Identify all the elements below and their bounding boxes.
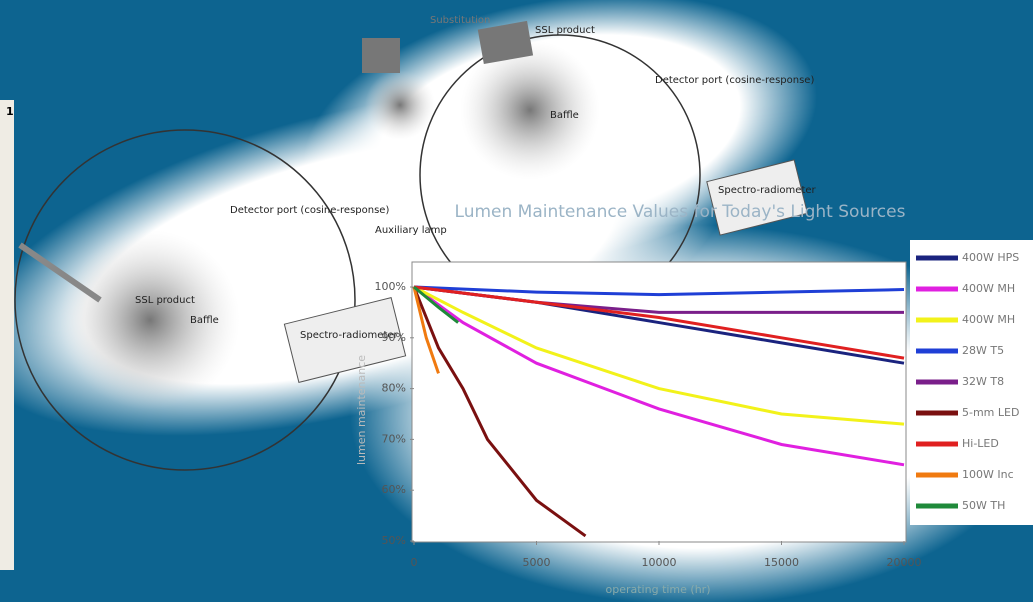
legend-label: 5-mm LED [962, 406, 1019, 419]
legend-label: Hi-LED [962, 437, 999, 450]
label: Baffle [550, 110, 579, 121]
label: Baffle [190, 315, 219, 326]
legend-label: 28W T5 [962, 344, 1004, 357]
y-tick-label: 80% [382, 382, 406, 395]
x-tick-label: 5000 [523, 556, 551, 569]
x-tick-label: 20000 [887, 556, 922, 569]
x-tick-label: 15000 [764, 556, 799, 569]
legend-label: 400W MH [962, 282, 1015, 295]
slide-number: 1 [6, 105, 14, 118]
x-tick-label: 10000 [642, 556, 677, 569]
x-axis-label: operating time (hr) [606, 583, 711, 596]
y-tick-label: 100% [375, 280, 406, 293]
legend-label: 400W MH [962, 313, 1015, 326]
legend-label: 400W HPS [962, 251, 1019, 264]
label: Auxiliary lamp [375, 225, 447, 236]
label: Substitution [430, 15, 490, 26]
x-tick-label: 0 [411, 556, 418, 569]
legend-label: 100W Inc [962, 468, 1014, 481]
chart: 1 SSL product Detector port (cosine-resp… [0, 0, 1033, 602]
y-axis-label: lumen maintenance [355, 355, 368, 465]
y-tick-label: 70% [382, 432, 406, 445]
legend-label: 32W T8 [962, 375, 1004, 388]
legend-label: 50W TH [962, 499, 1005, 512]
label: Spectro-radiometer [718, 185, 817, 196]
slide: 1 SSL product Detector port (cosine-resp… [0, 0, 1033, 602]
label: Detector port (cosine-response) [230, 205, 389, 216]
chart-title: Lumen Maintenance Values for Today's Lig… [455, 202, 906, 222]
label: SSL product [535, 25, 595, 36]
plot-area [412, 262, 906, 542]
y-tick-label: 50% [382, 534, 406, 547]
y-tick-label: 90% [382, 331, 406, 344]
y-tick-label: 60% [382, 483, 406, 496]
label: Detector port (cosine-response) [655, 75, 814, 86]
label: SSL product [135, 295, 195, 306]
